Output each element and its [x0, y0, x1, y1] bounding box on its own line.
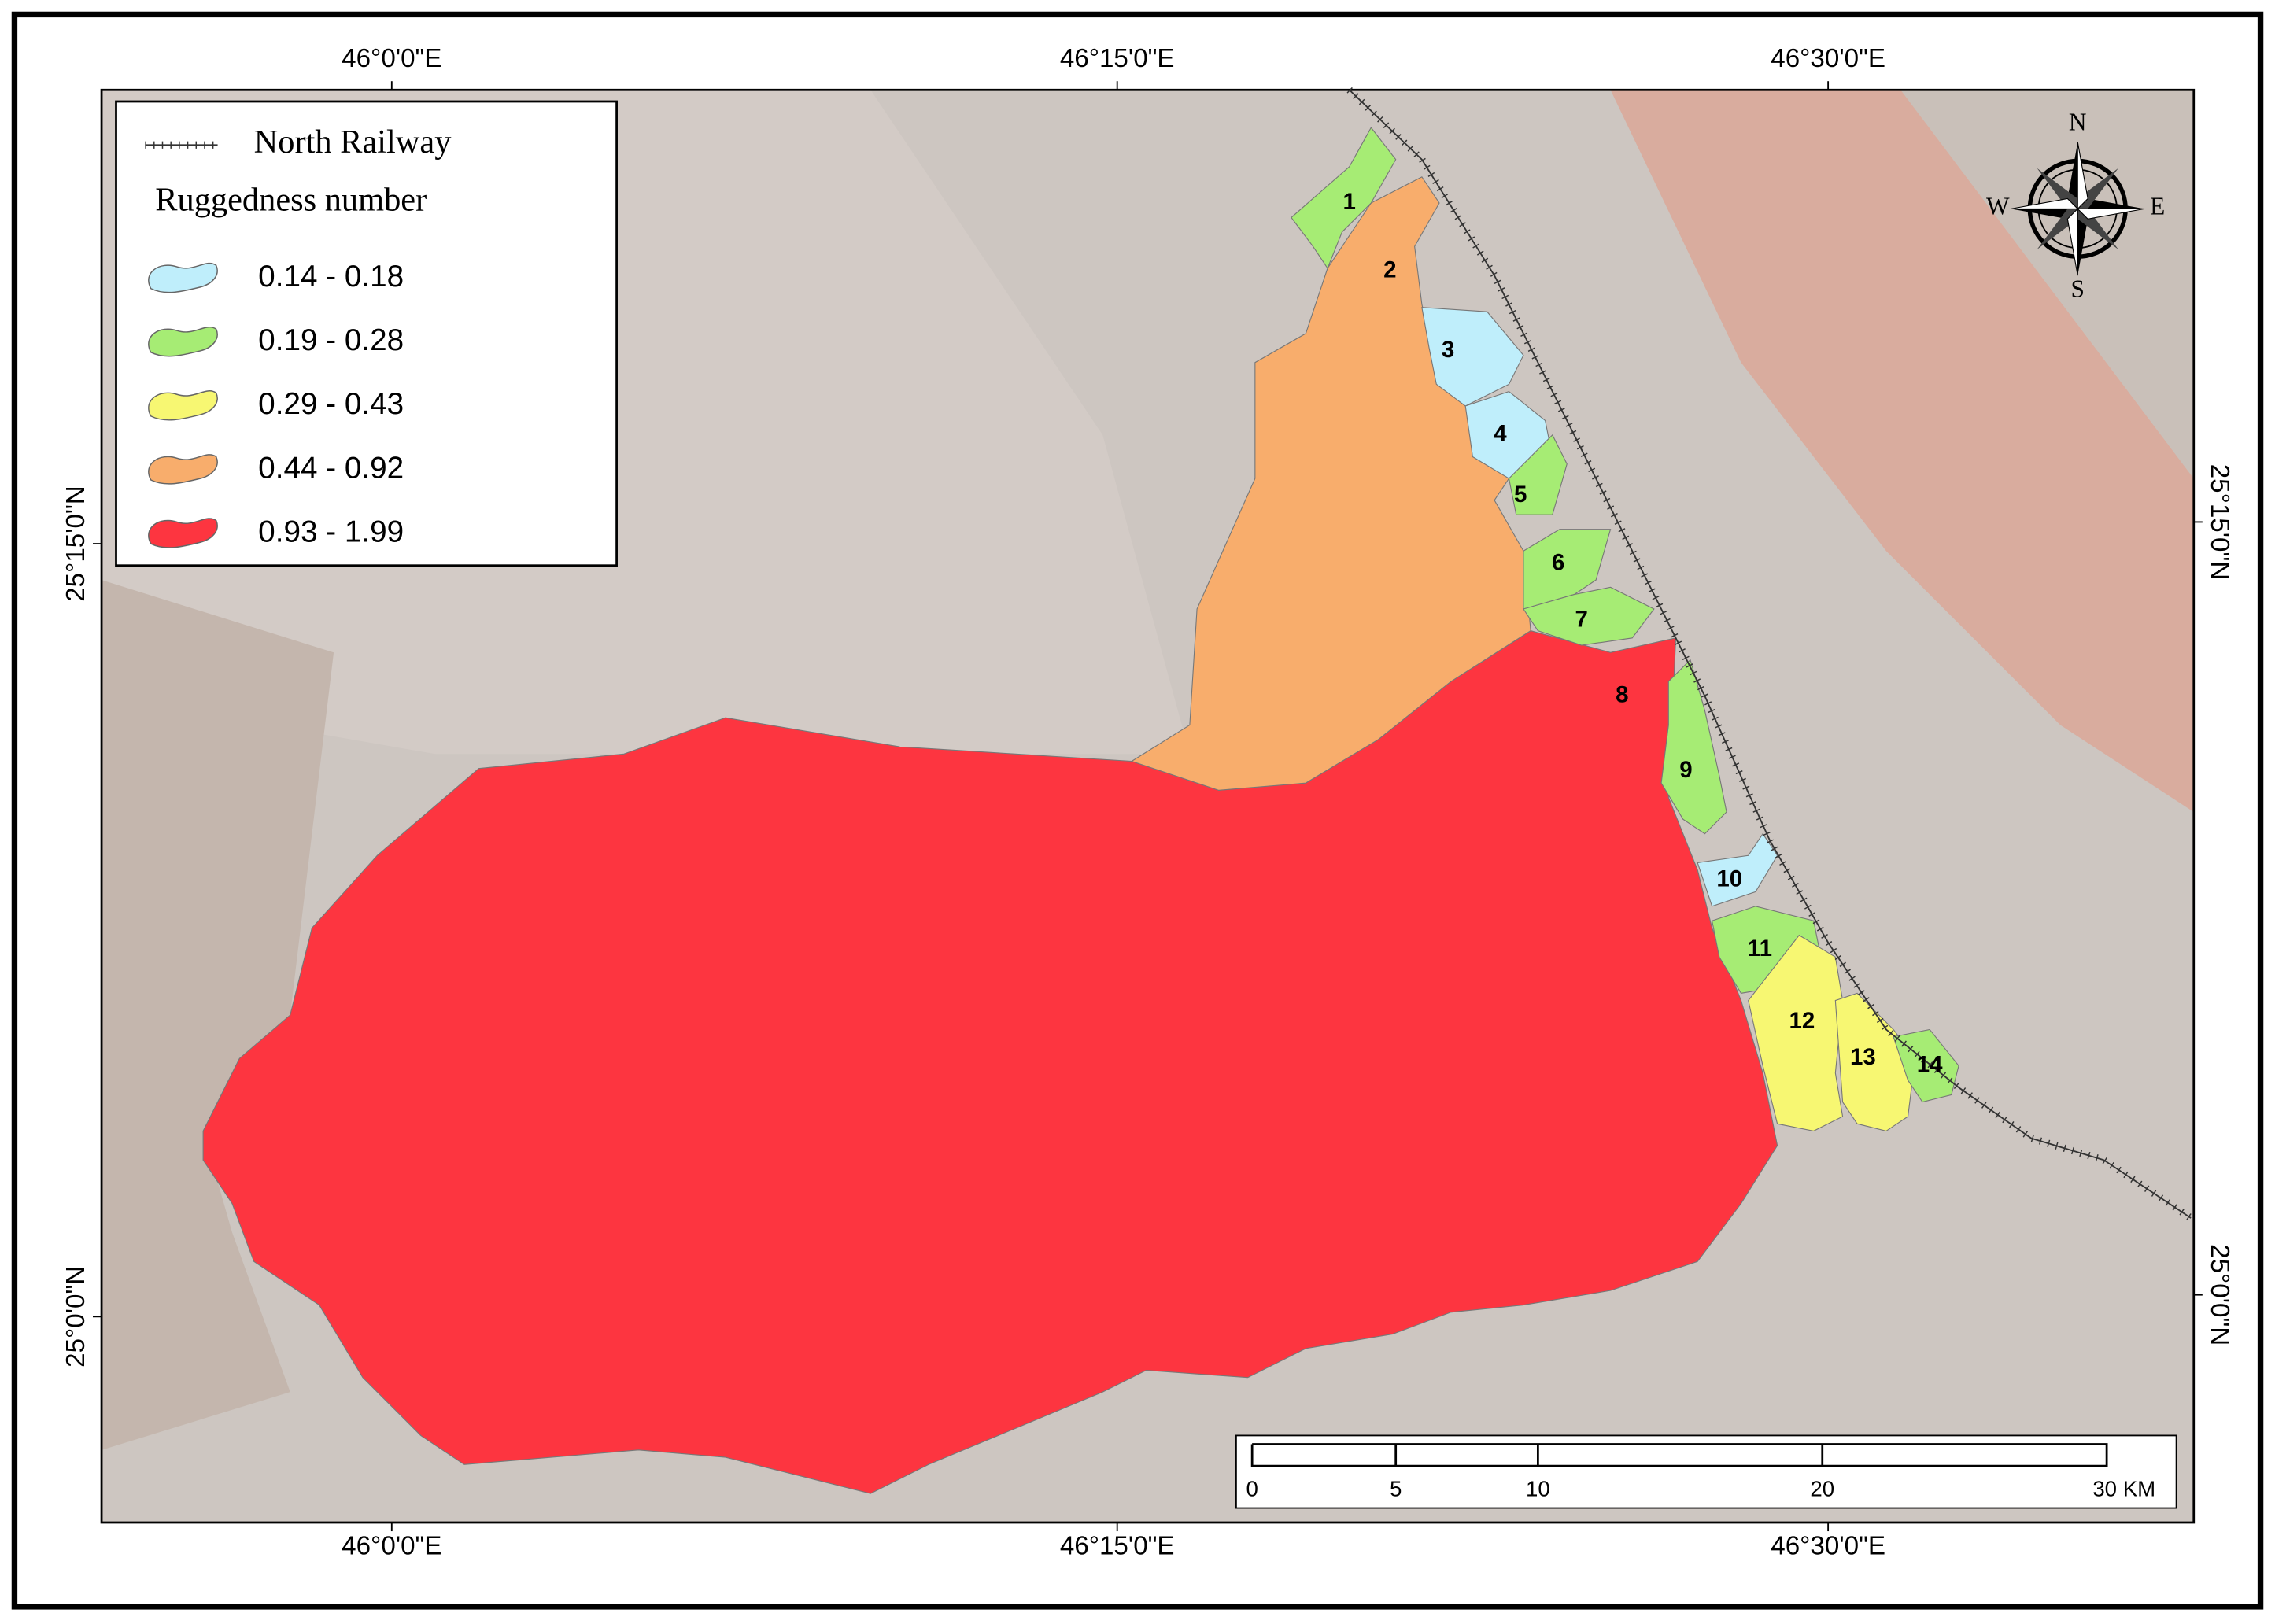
imagery-west: [102, 580, 334, 1450]
scale-bar: [1250, 1443, 2108, 1467]
legend-swatch: [148, 454, 218, 485]
legend-swatch: [148, 262, 218, 293]
legend-class-label: 0.44 - 0.92: [258, 451, 404, 485]
basin-label: 13: [1850, 1044, 1876, 1070]
basin-label: 5: [1514, 482, 1527, 507]
compass-w: W: [1986, 193, 2010, 220]
scale-label: 20: [1810, 1477, 1834, 1501]
coord-top: 46°0'0"E: [342, 44, 441, 73]
basin-label: 10: [1716, 866, 1742, 891]
legend-swatch: [148, 518, 218, 548]
coord-top: 46°15'0"E: [1060, 44, 1175, 73]
compass-n: N: [2069, 109, 2087, 136]
legend-class-label: 0.29 - 0.43: [258, 387, 404, 421]
basin: [1697, 832, 1778, 907]
coord-right: 25°0'0"N: [2205, 1244, 2234, 1345]
legend-title: Ruggedness number: [155, 182, 427, 219]
basin: [1748, 934, 1844, 1132]
outer-frame: [11, 11, 2264, 1610]
legend-class-label: 0.19 - 0.28: [258, 323, 404, 357]
scale-label: 0: [1246, 1477, 1258, 1501]
coord-top: 46°30'0"E: [1771, 44, 1885, 73]
basin-label: 2: [1383, 257, 1396, 282]
basin-label: 12: [1789, 1008, 1815, 1034]
basin-label: 6: [1552, 550, 1564, 576]
basin-label: 11: [1748, 936, 1772, 961]
basin: [1660, 659, 1727, 835]
compass-s: S: [2071, 275, 2085, 303]
red-sand: [1610, 90, 2194, 812]
legend-swatch: [148, 390, 218, 421]
basin-label: 1: [1342, 189, 1355, 215]
basin: [1508, 434, 1568, 515]
legend-railway-label: North Railway: [254, 124, 452, 161]
basin-label: 9: [1679, 757, 1692, 783]
coord-left: 25°0'0"N: [61, 1266, 90, 1367]
basin: [1291, 127, 1397, 270]
basin-label: 4: [1494, 421, 1507, 447]
basin-label: 7: [1575, 607, 1587, 633]
basin: [1130, 176, 1531, 791]
basin-label: 8: [1616, 681, 1628, 707]
scale-box: [1235, 1434, 2177, 1509]
scale-label: 10: [1526, 1477, 1550, 1501]
basin-label: 3: [1442, 337, 1454, 363]
coord-right: 25°15'0"N: [2205, 464, 2234, 580]
scale-label: 5: [1390, 1477, 1402, 1501]
coord-left: 25°15'0"N: [61, 485, 90, 601]
basin: [202, 630, 1778, 1494]
basin: [1421, 307, 1524, 407]
compass: [2011, 142, 2145, 276]
coord-bottom: 46°0'0"E: [342, 1532, 441, 1561]
compass-e: E: [2150, 193, 2165, 220]
basin-label: 14: [1917, 1051, 1943, 1077]
scale-label: 30 KM: [2092, 1477, 2155, 1501]
legend-swatch: [148, 327, 218, 357]
legend-class-label: 0.93 - 1.99: [258, 515, 404, 548]
compass-star-light: [2011, 142, 2145, 276]
map-frame: [100, 88, 2196, 1524]
legend-class-label: 0.14 - 0.18: [258, 260, 404, 293]
basin: [1523, 586, 1655, 646]
coord-bottom: 46°30'0"E: [1771, 1532, 1885, 1561]
coord-bottom: 46°15'0"E: [1060, 1532, 1175, 1561]
railway-ticks: [1346, 87, 2193, 1221]
